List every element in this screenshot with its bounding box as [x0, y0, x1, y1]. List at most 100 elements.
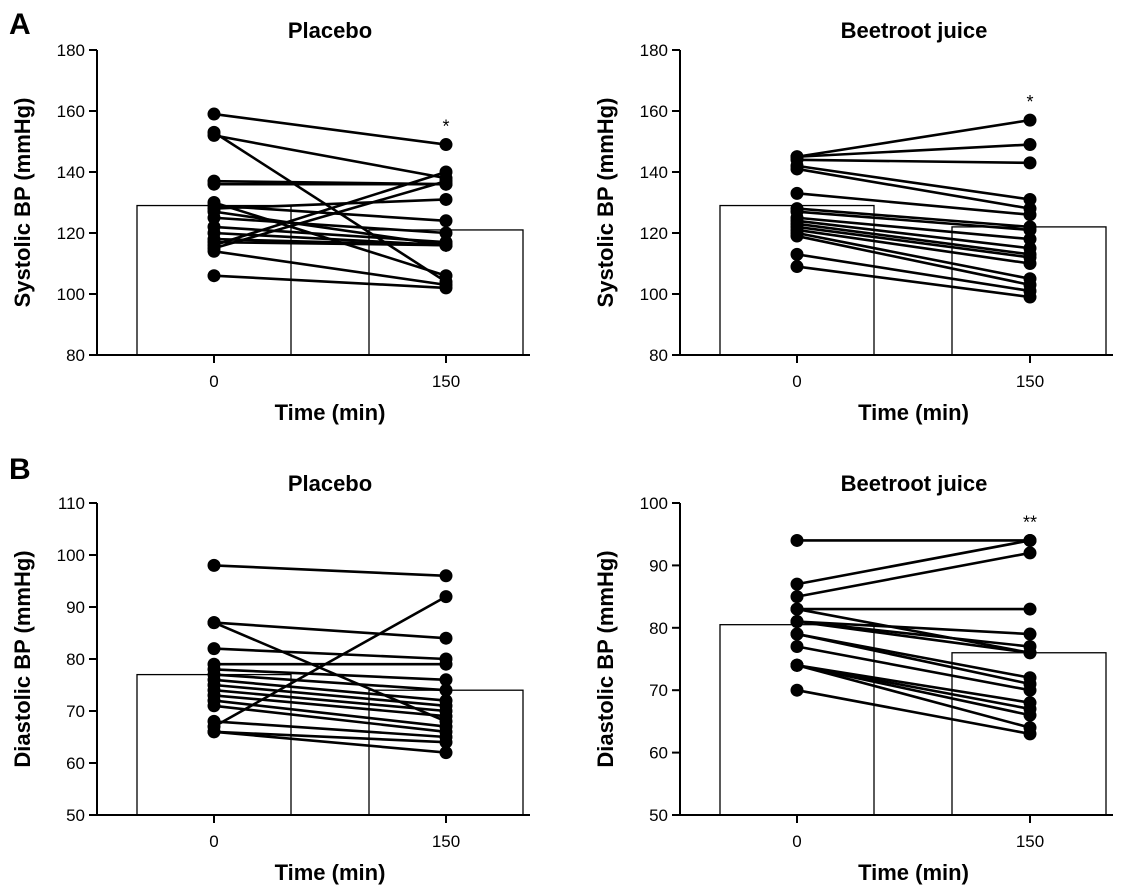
y-tick-label-2-4: 90 [66, 598, 85, 617]
y-tick-label-0-1: 100 [57, 285, 85, 304]
point-1-3-1 [1023, 192, 1037, 206]
point-3-13-1 [1023, 727, 1037, 741]
y-tick-label-1-2: 120 [640, 224, 668, 243]
subject-line-0-6 [213, 204, 447, 223]
point-0-13-1 [439, 238, 453, 252]
chart-title-1: Beetroot juice [841, 18, 988, 43]
subject-line-0-1 [213, 131, 447, 283]
point-3-11-0 [790, 658, 804, 672]
point-0-17-0 [207, 269, 221, 283]
y-tick-label-3-3: 80 [649, 619, 668, 638]
subject-line-3-13 [796, 688, 1031, 736]
subject-line-3-11 [796, 663, 1031, 717]
point-3-2-1 [1023, 546, 1037, 560]
subject-line-1-5 [796, 192, 1031, 216]
subject-line-2-2 [213, 621, 447, 723]
point-2-8-1 [439, 699, 453, 713]
point-0-5-1 [439, 269, 453, 283]
subject-line-2-12 [213, 704, 447, 734]
point-1-9-1 [1023, 241, 1037, 255]
subject-line-3-5 [796, 620, 1031, 648]
subject-line-1-13 [796, 231, 1031, 281]
point-0-3-1 [439, 177, 453, 191]
subject-line-1-14 [796, 234, 1031, 287]
point-3-10-1 [1023, 702, 1037, 716]
subject-line-0-12 [213, 237, 447, 247]
point-1-6-1 [1023, 220, 1037, 234]
point-0-5-0 [207, 196, 221, 209]
subject-line-2-8 [213, 683, 447, 708]
point-3-6-0 [790, 615, 804, 629]
subject-line-1-11 [796, 225, 1031, 259]
y-tick-label-1-0: 80 [649, 346, 668, 365]
y-axis-label-3: Diastolic BP (mmHg) [593, 550, 618, 767]
point-1-5-1 [1023, 208, 1037, 222]
significance-3-1: ** [1023, 512, 1037, 532]
x-axis-label-2: Time (min) [275, 860, 386, 885]
bar-1-1 [951, 226, 1107, 356]
point-3-14-0 [790, 658, 804, 672]
point-2-2-0 [207, 616, 221, 630]
subject-line-1-1 [796, 143, 1031, 159]
point-2-8-0 [207, 678, 221, 692]
y-tick-label-0-4: 160 [57, 102, 85, 121]
y-tick-label-3-2: 70 [649, 681, 668, 700]
point-3-1-1 [1023, 533, 1037, 547]
subject-line-2-14 [213, 595, 447, 728]
point-2-3-0 [207, 642, 221, 656]
point-0-7-0 [207, 202, 221, 216]
point-2-1-0 [207, 616, 221, 630]
point-1-13-1 [1023, 272, 1037, 286]
point-2-11-1 [439, 720, 453, 734]
point-3-7-0 [790, 627, 804, 641]
subject-line-2-7 [213, 678, 447, 702]
subject-line-0-2 [213, 134, 447, 180]
point-2-13-1 [439, 730, 453, 744]
point-3-13-0 [790, 683, 804, 697]
point-2-4-1 [439, 657, 453, 671]
subject-line-1-4 [796, 167, 1031, 210]
y-tick-label-0-2: 120 [57, 224, 85, 243]
subject-line-2-16 [213, 730, 447, 754]
subject-line-1-12 [796, 228, 1031, 265]
subject-line-3-14 [796, 663, 1031, 704]
point-2-14-1 [439, 590, 453, 604]
point-2-7-1 [439, 694, 453, 708]
subject-line-0-11 [213, 231, 447, 247]
point-1-1-1 [1023, 138, 1037, 152]
point-3-12-0 [790, 658, 804, 672]
y-axis-label-1: Systolic BP (mmHg) [593, 98, 618, 308]
bar-2-1 [368, 689, 524, 816]
point-1-8-0 [790, 211, 804, 225]
x-axis-label-1: Time (min) [858, 400, 969, 425]
y-tick-label-1-1: 100 [640, 285, 668, 304]
x-tick-label-0-1: 150 [432, 372, 460, 391]
point-2-13-0 [207, 714, 221, 728]
subject-line-2-5 [213, 668, 447, 682]
point-2-14-0 [207, 720, 221, 734]
subject-line-0-3 [213, 179, 447, 186]
subject-line-0-14 [213, 170, 447, 247]
point-3-5-1 [1023, 640, 1037, 654]
bar-3-1 [951, 652, 1107, 816]
subject-line-0-9 [213, 216, 447, 235]
subject-line-3-7 [796, 632, 1031, 679]
panel-letter-b: B [9, 453, 31, 486]
y-tick-label-2-1: 60 [66, 754, 85, 773]
x-tick-label-3-1: 150 [1016, 832, 1044, 851]
point-3-15-1 [1023, 646, 1037, 660]
significance-1-1: * [1026, 92, 1033, 112]
point-0-6-0 [207, 199, 221, 213]
point-0-7-1 [439, 192, 453, 206]
subject-line-2-0 [213, 564, 447, 578]
point-1-10-0 [790, 217, 804, 231]
point-0-0-0 [207, 107, 221, 121]
point-2-7-0 [207, 673, 221, 687]
point-0-11-1 [439, 238, 453, 252]
subject-line-2-1 [213, 621, 447, 640]
point-0-16-0 [207, 244, 221, 258]
subject-line-0-0 [213, 112, 447, 146]
point-1-4-0 [790, 162, 804, 176]
subject-line-3-8 [796, 632, 1031, 686]
point-0-2-0 [207, 128, 221, 142]
